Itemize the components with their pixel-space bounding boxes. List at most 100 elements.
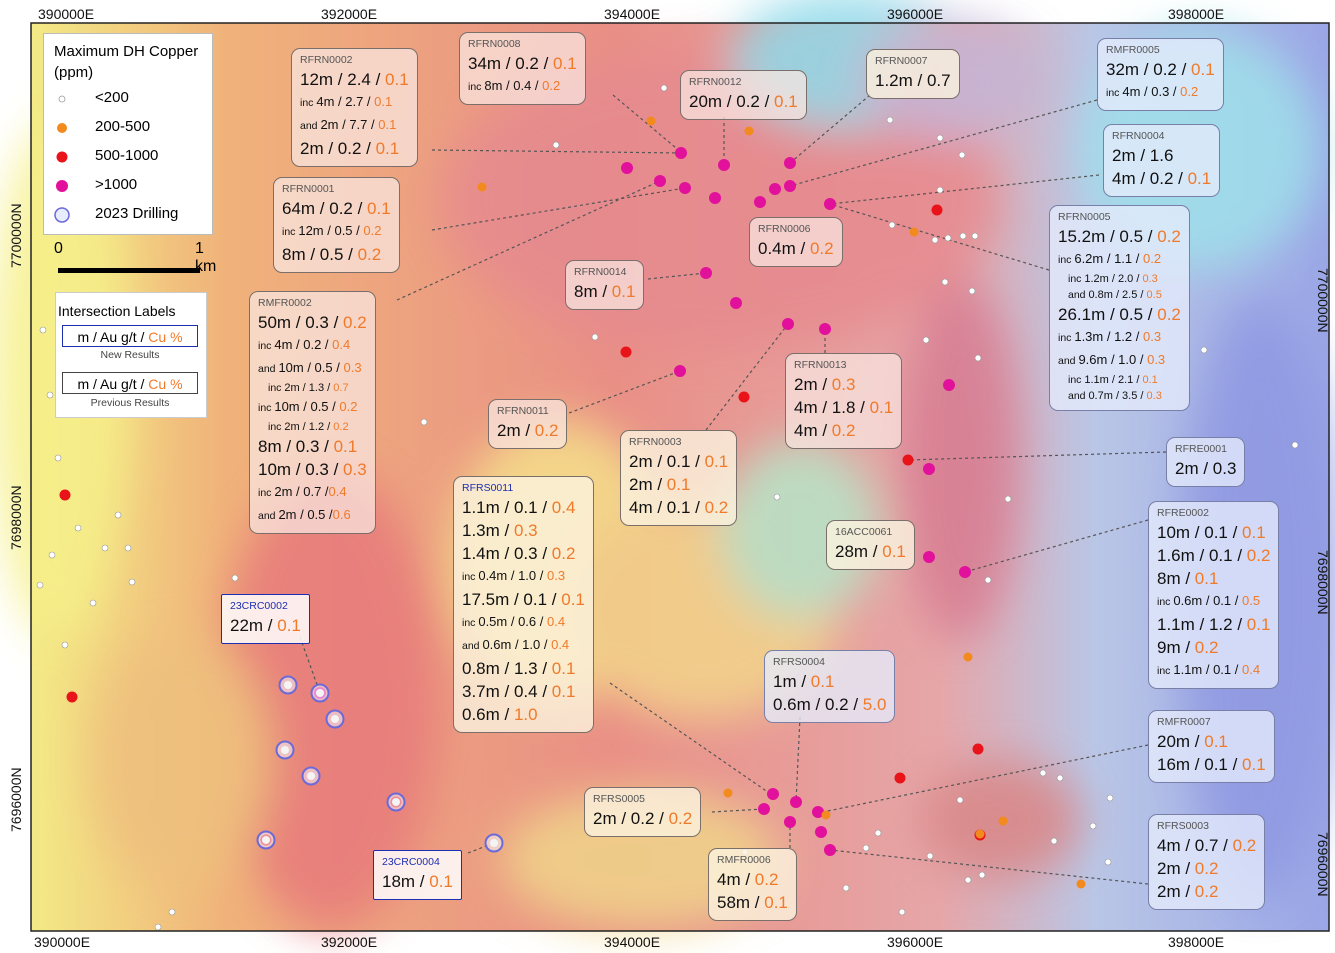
x-tick-bottom: 394000E (604, 934, 661, 950)
drillhole-marker (959, 566, 971, 578)
y-tick-right: 7698000N (1315, 550, 1331, 615)
intersection-line: 32m / 0.2 / 0.1 (1106, 60, 1215, 79)
intersection-line: 4m / 0.1 / 0.2 (629, 498, 729, 517)
intersection-line: 8m / 0.1 (1157, 569, 1219, 588)
drillhole-marker (888, 221, 896, 229)
drillhole-marker (124, 544, 132, 552)
drillhole-marker (114, 511, 122, 519)
intersection-line: 2m / 0.1 (629, 475, 691, 494)
x-tick-top: 396000E (887, 6, 944, 22)
intersection-line: inc 8m / 0.4 / 0.2 (468, 78, 561, 93)
red-dot-icon (56, 151, 68, 163)
drillhole-marker (679, 182, 691, 194)
drillhole-marker (74, 524, 82, 532)
drillhole-marker (784, 816, 796, 828)
drillhole-marker (812, 806, 824, 818)
drillhole-marker (646, 116, 656, 126)
intersection-line: inc 4m / 0.2 / 0.4 (258, 337, 351, 352)
intersection-line: and 0.6m / 1.0 / 0.4 (462, 637, 570, 652)
intersection-line: 20m / 0.2 / 0.1 (689, 92, 798, 111)
intersection-line: 1.1m / 1.2 / 0.1 (1157, 615, 1271, 634)
scale-start: 0 (54, 240, 63, 257)
x-tick-bottom: 390000E (34, 934, 91, 950)
hole-id: RFRN0006 (758, 223, 811, 235)
label-rfrn0004: RFRN0004 2m / 1.6 4m / 0.2 / 0.1 (1103, 124, 1221, 197)
x-tick-bottom: 392000E (321, 934, 378, 950)
label-rfrn0006: RFRN0006 0.4m / 0.2 (749, 217, 843, 267)
intersection-line: 1.4m / 0.3 / 0.2 (462, 544, 576, 563)
label-rfrs0005: RFRS0005 2m / 0.2 / 0.2 (584, 787, 702, 837)
label-rfrn0013: RFRN0013 2m / 0.3 4m / 1.8 / 0.1 4m / 0.2 (785, 353, 903, 449)
intersection-line: 10m / 0.3 / 0.3 (258, 460, 367, 479)
label-rmfr0002: RMFR0002 50m / 0.3 / 0.2 inc 4m / 0.2 / 0.… (249, 291, 376, 534)
label-rfrs0003: RFRS0003 4m / 0.7 / 0.2 2m / 0.2 2m / 0.2 (1148, 814, 1266, 910)
drillhole-marker (674, 365, 686, 377)
intersection-line: and 0.7m / 3.5 / 0.3 (1068, 390, 1162, 402)
x-tick-bottom: 396000E (887, 934, 944, 950)
drillhole-marker (886, 116, 894, 124)
hole-id: RFRS0004 (773, 656, 825, 668)
legend-label: 2023 Drilling (95, 205, 179, 222)
drillhole-marker (956, 796, 964, 804)
intersection-line: 2m / 0.2 (1157, 882, 1219, 901)
drillhole-marker (964, 876, 972, 884)
hole-id: RFRN0013 (794, 359, 847, 371)
intersection-line: 2m / 0.2 / 0.2 (593, 809, 693, 828)
drillhole-marker (958, 151, 966, 159)
drillhole-markers (36, 84, 1299, 931)
intersection-line: and 2m / 7.7 / 0.1 (300, 117, 397, 132)
drilling-2023-center (316, 689, 324, 697)
drillhole-marker (700, 267, 712, 279)
drillhole-marker (972, 743, 984, 755)
hole-id: 16ACC0061 (835, 526, 893, 538)
drillhole-marker (758, 803, 770, 815)
label-rfrn0005: RFRN0005 15.2m / 0.5 / 0.2 inc 6.2m / 1.1 … (1049, 205, 1190, 411)
drilling-2023-center (490, 839, 498, 847)
drillhole-marker (815, 826, 827, 838)
drillhole-marker (754, 196, 766, 208)
intersection-line: 1.1m / 0.1 / 0.4 (462, 498, 576, 517)
key-title: Intersection Labels (58, 303, 176, 319)
drillhole-marker (154, 923, 162, 931)
label-rfrn0002: RFRN0002 12m / 2.4 / 0.1 inc 4m / 2.7 / 0.… (291, 48, 418, 167)
drillhole-marker (922, 336, 930, 344)
hole-id: RFRS0005 (593, 793, 645, 805)
drillhole-marker (552, 141, 560, 149)
scale-line (58, 268, 200, 273)
drillhole-marker (168, 908, 176, 916)
drillhole-marker (941, 278, 949, 286)
intersection-line: 10m / 0.1 / 0.1 (1157, 523, 1266, 542)
intersection-line: 12m / 2.4 / 0.1 (300, 70, 409, 89)
hole-id: RFRN0003 (629, 436, 682, 448)
intersection-line: 2m / 0.2 (1157, 859, 1219, 878)
drillhole-marker (784, 180, 796, 192)
drillhole-marker (1039, 769, 1047, 777)
drillhole-marker (819, 323, 831, 335)
intersection-line: and 10m / 0.5 / 0.3 (258, 360, 362, 375)
drillhole-marker (782, 318, 794, 330)
intersection-labels-key: Intersection Labels m / Au g/t / Cu % Ne… (55, 292, 207, 418)
intersection-line: inc 1.3m / 1.2 / 0.3 (1058, 329, 1162, 344)
drillhole-marker (39, 326, 47, 334)
drillhole-marker (46, 391, 54, 399)
drillhole-marker (660, 84, 668, 92)
drillhole-marker (773, 493, 781, 501)
label-23crc0002: 23CRC0002 22m / 0.1 (221, 594, 310, 644)
x-tick-top: 392000E (321, 6, 378, 22)
hole-id: RFRN0001 (282, 183, 335, 195)
intersection-line: inc 1.1m / 2.1 / 0.1 (1068, 374, 1158, 386)
label-rfrn0008: RFRN0008 34m / 0.2 / 0.1 inc 8m / 0.4 / 0.… (459, 32, 586, 105)
drillhole-marker (1056, 774, 1064, 782)
intersection-line: 4m / 0.7 / 0.2 (1157, 836, 1257, 855)
drillhole-marker (943, 379, 955, 391)
drillhole-marker (54, 454, 62, 462)
drilling-2023-center (281, 746, 289, 754)
drillhole-marker (902, 454, 914, 466)
drillhole-marker (1089, 822, 1097, 830)
drillhole-marker (61, 641, 69, 649)
drillhole-marker (128, 578, 136, 586)
drillhole-marker (968, 287, 976, 295)
legend-label: 500-1000 (95, 147, 159, 164)
intersection-line: 16m / 0.1 / 0.1 (1157, 755, 1266, 774)
intersection-line: 28m / 0.1 (835, 542, 906, 561)
